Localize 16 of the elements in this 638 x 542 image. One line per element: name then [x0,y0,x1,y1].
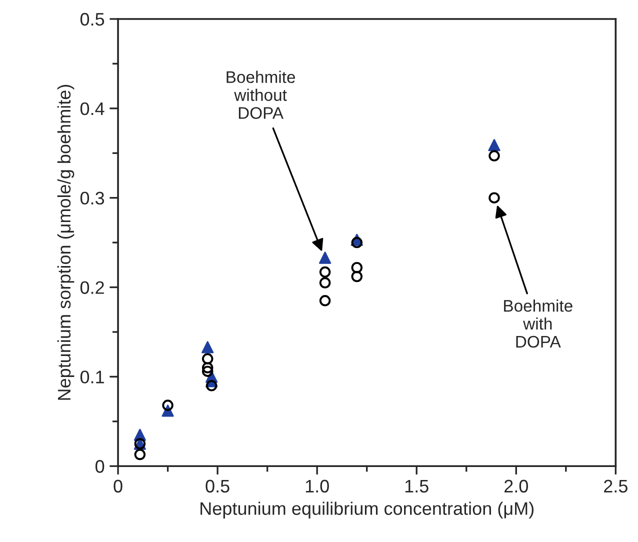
y-tick-label: 0 [96,460,104,473]
annotation: Boehmite with DOPA [504,300,572,348]
y-axis-title: Neptunium sorption (μmole/g boehmite) [57,84,74,400]
annotation: Boehmite without DOPA [226,70,296,119]
x-tick-label: 2.0 [504,480,528,493]
x-axis-title: Neptunium equilibrium concentration (μM) [200,502,534,519]
x-tick-label: 0 [114,480,122,493]
y-tick-label: 0.2 [80,281,104,294]
x-tick-label: 1.0 [306,480,329,493]
y-tick-label: 0.5 [80,12,104,26]
y-tick-label: 0.1 [80,370,104,384]
x-tick-label: 0.5 [206,480,230,493]
y-tick-label: 0.4 [80,102,104,116]
y-tick-label: 0.3 [80,192,104,205]
x-tick-label: 2.5 [604,480,628,493]
x-tick-label: 1.5 [405,480,428,493]
